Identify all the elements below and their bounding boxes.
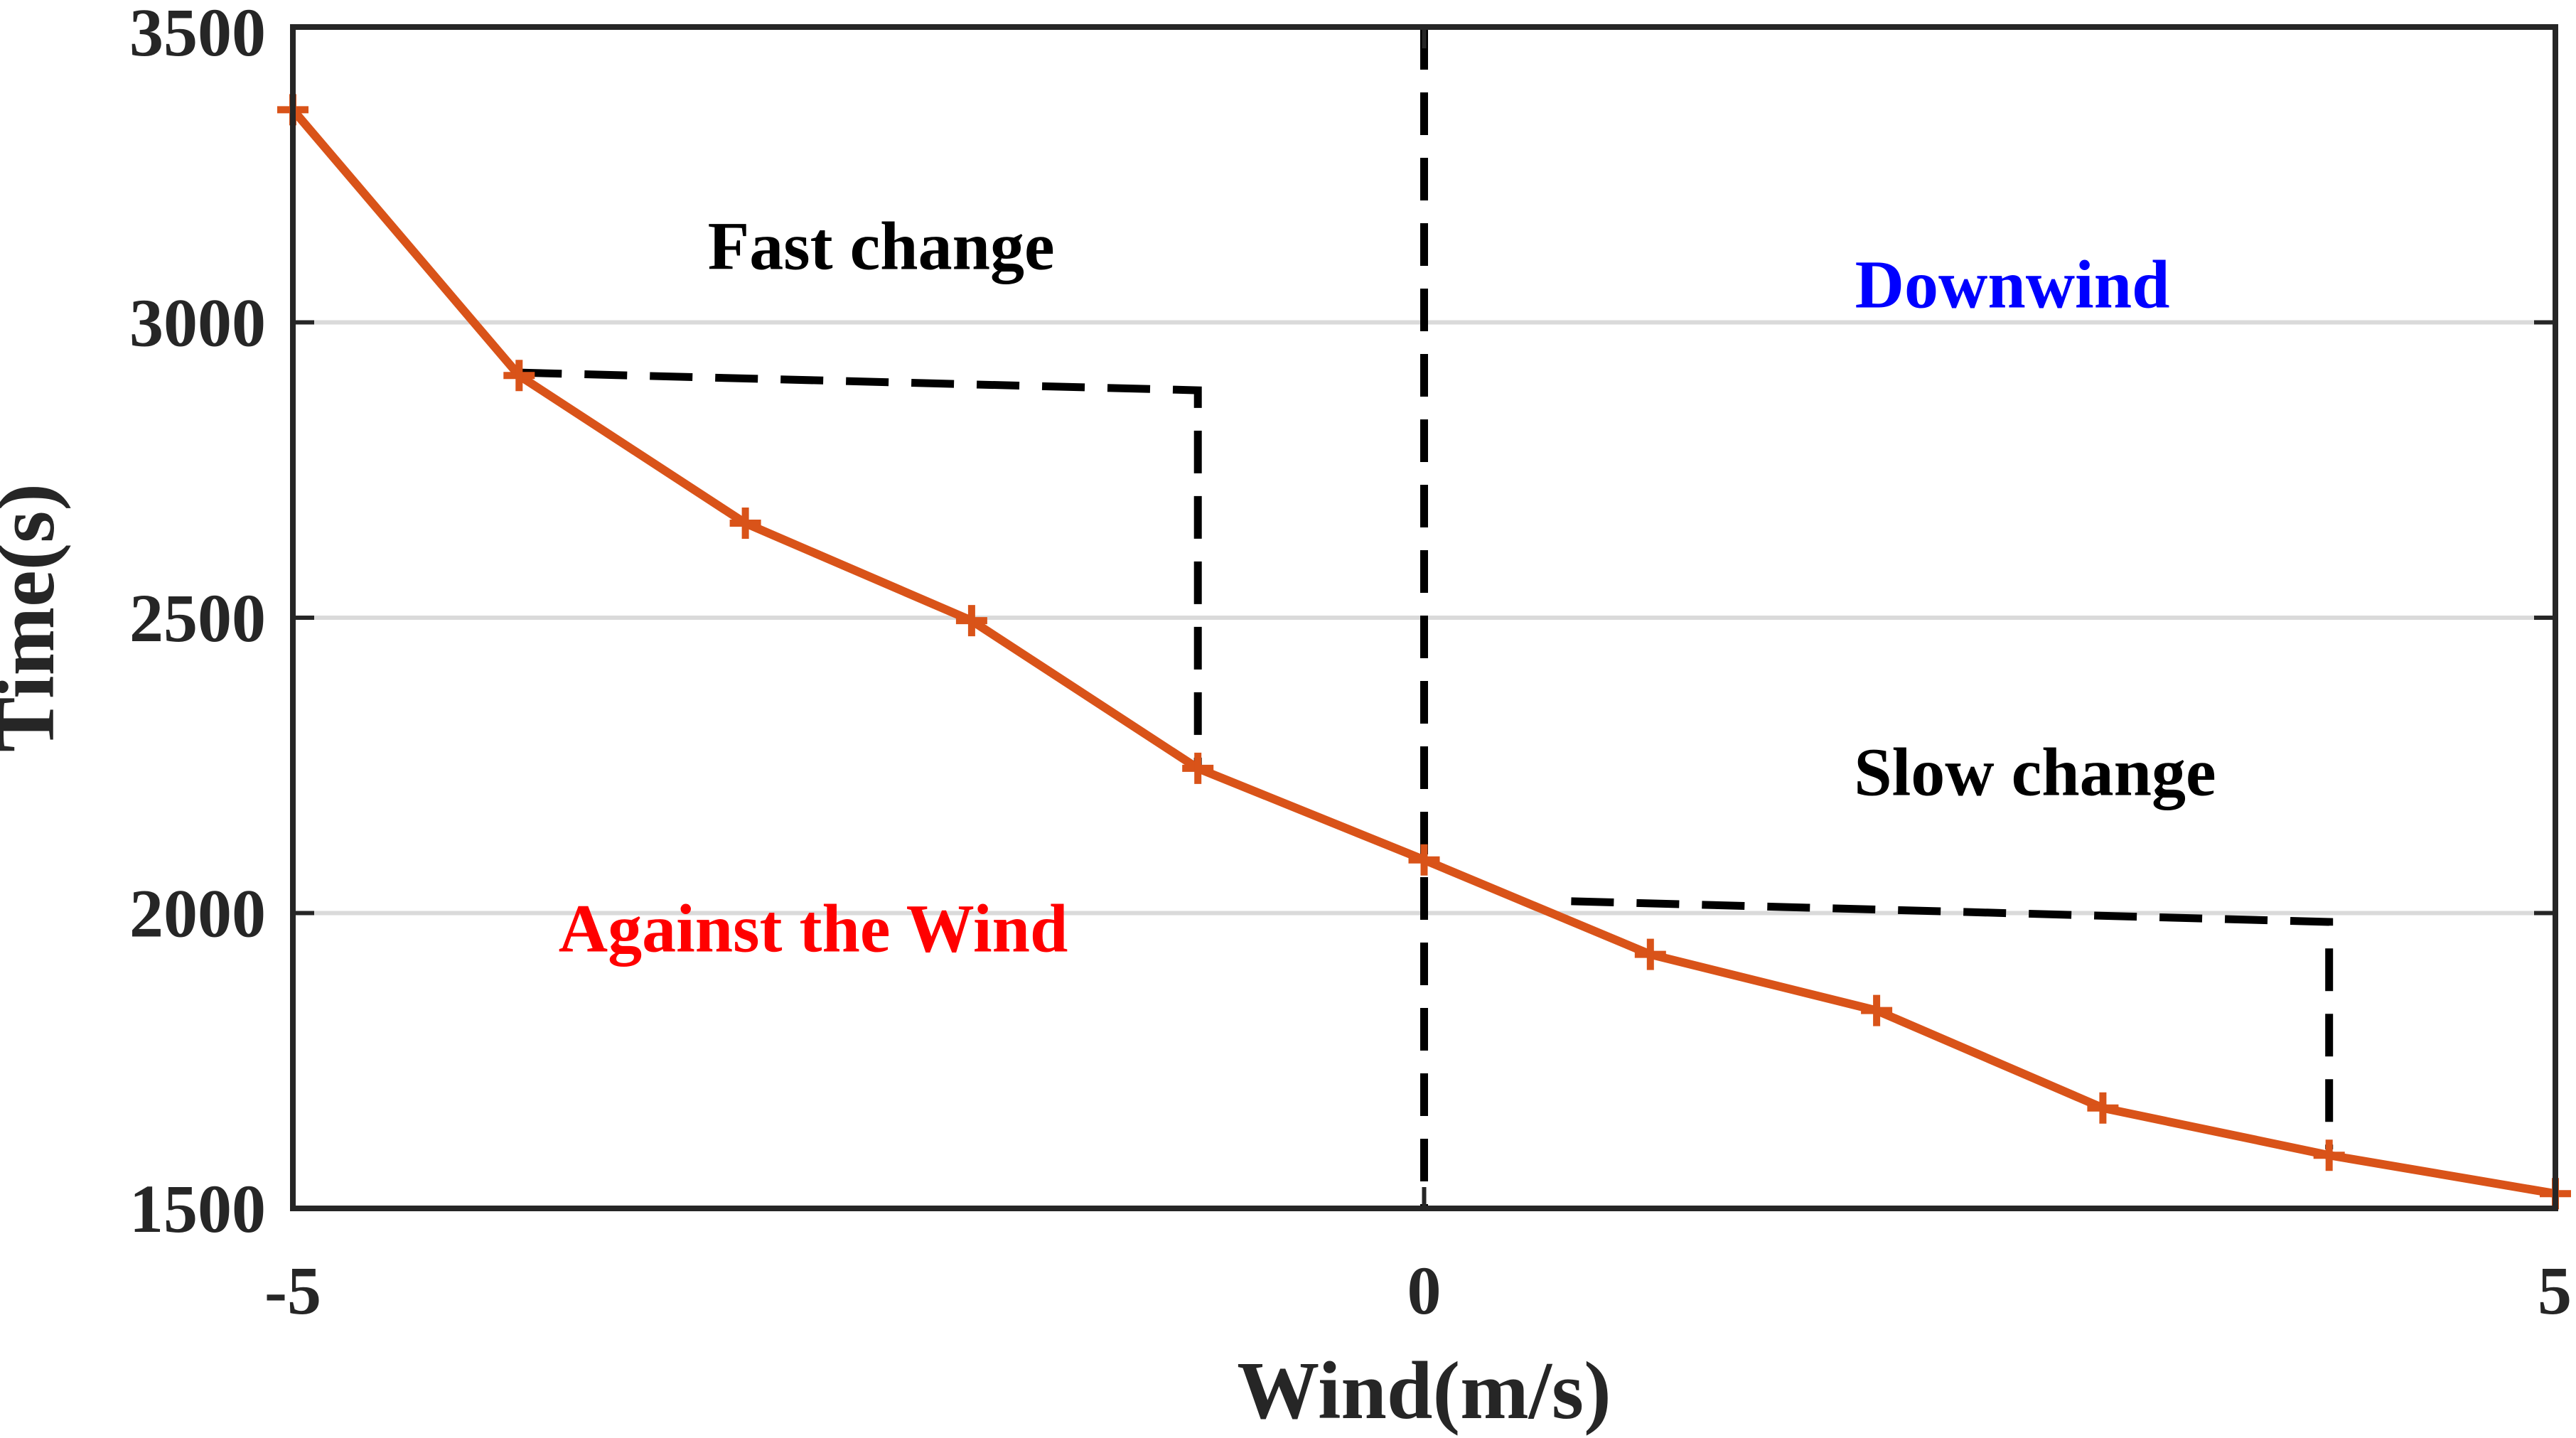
chart-annotation: Slow change [1854,734,2216,810]
data-point-marker [1634,938,1666,970]
reference-dashed-line [1571,897,2334,1149]
chart-annotation: Against the Wind [559,891,1068,967]
reference-lines [519,27,2334,1208]
data-point-marker [955,605,987,637]
y-tick-label: 3000 [129,285,266,361]
data-point-marker [2313,1139,2345,1171]
y-tick-label: 2000 [129,876,266,952]
axis-ticks [291,25,2558,1211]
chart-annotation: Fast change [708,208,1055,284]
data-point-marker [1408,844,1440,876]
data-point-marker [1182,752,1214,784]
x-axis-label: Wind(m/s) [1237,1346,1611,1437]
data-series [277,94,2571,1210]
reference-dashed-line [519,368,1202,766]
chart-annotation: Downwind [1855,247,2170,323]
data-point-marker [729,508,761,540]
x-tick-label: 5 [2538,1252,2572,1329]
y-tick-label: 2500 [129,580,266,656]
x-tick-label: 0 [1407,1252,1442,1329]
y-tick-label: 3500 [129,0,266,70]
x-tick-label: -5 [264,1252,321,1329]
data-point-marker [503,360,535,392]
y-axis-label: Time(s) [0,483,72,752]
annotations: Fast change Downwind Slow change Against th… [559,208,2216,967]
data-point-marker [1861,994,1893,1026]
data-point-marker [2087,1092,2119,1124]
y-tick-label: 1500 [129,1171,266,1247]
tick-labels: 1500 2000 2500 3000 3500 -5 0 5 [129,0,2572,1329]
